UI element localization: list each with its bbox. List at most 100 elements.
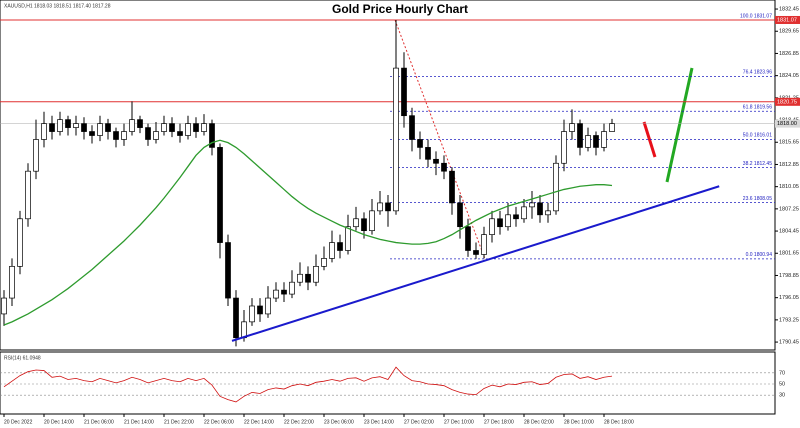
fib-label: 23.6 1808.05 — [743, 196, 772, 202]
x-tick-label: 21 Dec 06:00 — [84, 419, 114, 425]
candle-body — [193, 123, 199, 132]
candle-body — [545, 210, 551, 216]
x-tick-label: 20 Dec 2022 — [4, 419, 33, 425]
x-tick-label: 27 Dec 10:00 — [444, 419, 474, 425]
candle-body — [281, 289, 287, 295]
fib-label: 50.0 1816.01 — [743, 133, 772, 139]
fib-label: 0.0 1800.94 — [746, 252, 773, 258]
moving-average — [3, 139, 613, 326]
x-tick-label: 27 Dec 02:00 — [404, 419, 434, 425]
y-tick-label: 1824.05 — [779, 73, 799, 79]
rsi-tick-label: 70 — [779, 370, 785, 376]
y-tick-label: 1798.85 — [779, 273, 799, 279]
candle-body — [609, 123, 615, 132]
candle-body — [401, 67, 407, 117]
candle-body — [425, 147, 431, 160]
candle-body — [473, 250, 479, 255]
candle-body — [145, 127, 151, 140]
candle-body — [161, 123, 167, 132]
candle-body — [345, 226, 351, 251]
level-box — [775, 15, 800, 24]
level-label: 1831.07 — [777, 17, 797, 23]
candle-body — [169, 123, 175, 132]
candle-body — [297, 273, 303, 283]
candle-body — [561, 131, 567, 164]
y-tick-label: 1801.65 — [779, 251, 799, 257]
candle-body — [553, 162, 559, 212]
candle-body — [577, 123, 583, 148]
candle-body — [569, 123, 575, 132]
trendline — [231, 185, 720, 342]
candle-body — [241, 321, 247, 339]
x-tick-label: 22 Dec 06:00 — [204, 419, 234, 425]
candle-body — [57, 119, 63, 132]
chart-title: Gold Price Hourly Chart — [332, 2, 468, 16]
y-tick-label: 1815.65 — [779, 140, 799, 146]
candle-body — [41, 123, 47, 140]
candle-body — [409, 115, 415, 140]
fib-label: 76.4 1823.96 — [743, 70, 772, 76]
fib-diagonal — [394, 19, 486, 260]
candle-body — [177, 131, 183, 136]
level-box — [775, 97, 800, 106]
candle-body — [393, 67, 399, 212]
fib-label: 61.8 1819.56 — [743, 105, 772, 111]
candle-body — [137, 119, 143, 128]
candle-body — [89, 131, 95, 136]
candle-body — [217, 147, 223, 243]
candle-body — [489, 218, 495, 235]
candle-body — [337, 242, 343, 251]
x-tick-label: 20 Dec 14:00 — [44, 419, 74, 425]
candle-body — [369, 210, 375, 232]
candle-body — [49, 123, 55, 132]
x-tick-label: 22 Dec 14:00 — [244, 419, 274, 425]
y-tick-label: 1790.45 — [779, 340, 799, 346]
candle-body — [129, 119, 135, 132]
candle-body — [457, 202, 463, 228]
candle-body — [9, 265, 15, 299]
rsi-label: RSI(14) 61.0948 — [4, 355, 41, 361]
y-tick-label: 1793.25 — [779, 317, 799, 323]
x-tick-label: 28 Dec 10:00 — [564, 419, 594, 425]
x-tick-label: 21 Dec 14:00 — [124, 419, 154, 425]
candle-body — [465, 226, 471, 251]
red-arrow — [642, 121, 657, 158]
candle-body — [497, 218, 503, 228]
y-tick-label: 1807.25 — [779, 206, 799, 212]
candle-body — [481, 234, 487, 255]
candle-body — [313, 265, 319, 283]
candle-body — [505, 214, 511, 228]
green-arrow — [665, 67, 694, 183]
candle-body — [265, 297, 271, 315]
candle-body — [385, 202, 391, 212]
candle-body — [585, 135, 591, 148]
y-tick-label: 1796.05 — [779, 295, 799, 301]
rsi-panel — [0, 351, 776, 415]
y-tick-label: 1832.45 — [779, 6, 799, 12]
candle-body — [65, 119, 71, 128]
candle-body — [329, 242, 335, 259]
candle-body — [113, 131, 119, 140]
symbol-info: XAUUSD,H1 1818.03 1818.51 1817.40 1817.2… — [4, 3, 111, 9]
candle-body — [17, 218, 23, 267]
candle-body — [225, 242, 231, 299]
candle-body — [97, 123, 103, 136]
candle-body — [521, 206, 527, 220]
rsi-tick-label: 30 — [779, 393, 785, 399]
candle-body — [321, 258, 327, 267]
price-panel — [0, 0, 776, 351]
rsi-tick-label: 50 — [779, 381, 785, 387]
candle-body — [233, 297, 239, 339]
candle-body — [185, 123, 191, 136]
last-price-label: 1818.00 — [777, 121, 797, 127]
candle-body — [593, 135, 599, 148]
fib-label: 38.2 1812.45 — [743, 161, 772, 167]
y-tick-label: 1826.85 — [779, 51, 799, 57]
candle-body — [529, 202, 535, 208]
fib-label: 100.0 1831.07 — [740, 13, 772, 19]
candle-body — [417, 139, 423, 148]
y-tick-label: 1804.45 — [779, 229, 799, 235]
candle-body — [513, 214, 519, 220]
rsi-line — [3, 366, 613, 403]
